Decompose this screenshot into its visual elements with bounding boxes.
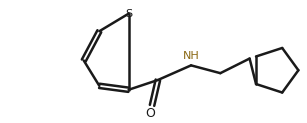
Text: S: S xyxy=(125,9,132,19)
Text: O: O xyxy=(145,107,155,120)
Text: NH: NH xyxy=(183,51,200,62)
